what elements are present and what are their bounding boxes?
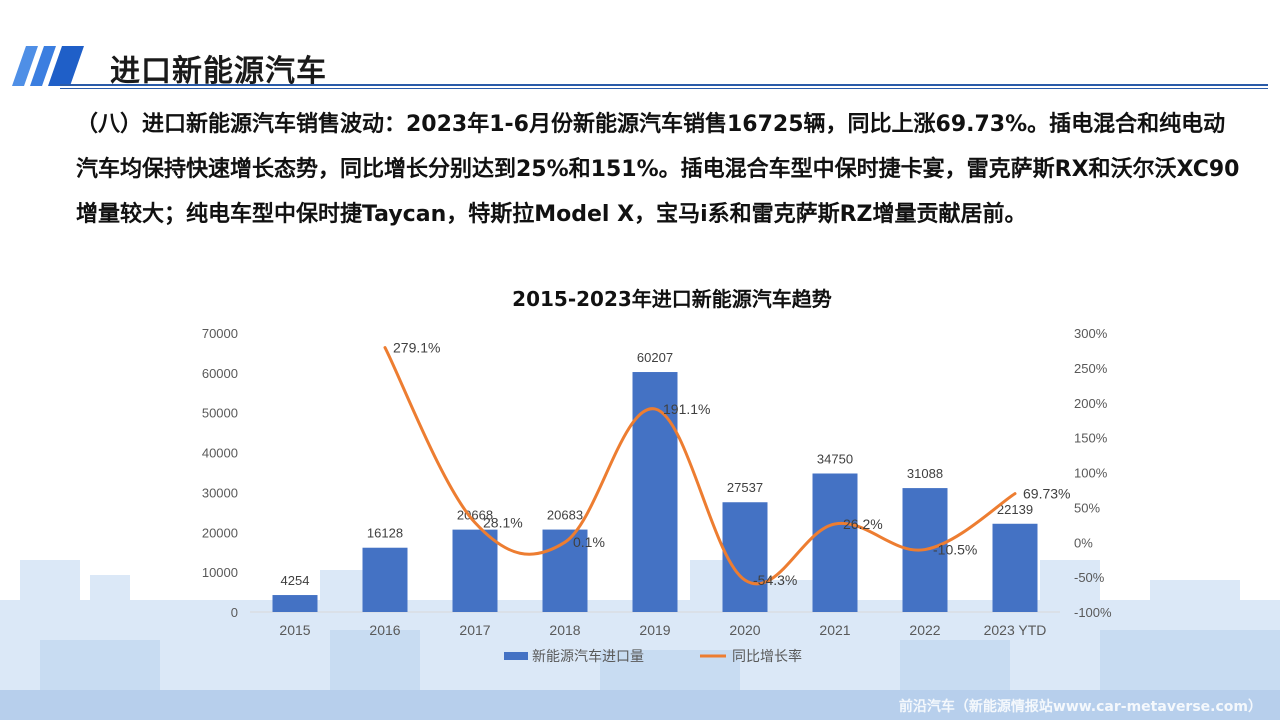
- legend-line-label: 同比增长率: [732, 648, 802, 664]
- bar-data-label: 20683: [547, 508, 583, 523]
- x-axis-ticks: 2015 2016 2017 2018 2019 2020 2021 2022 2023 YTD: [279, 622, 1046, 638]
- title-divider-thin: [60, 88, 1268, 89]
- line-data-label: 28.1%: [483, 515, 523, 531]
- legend-bar-label: 新能源汽车进口量: [532, 648, 644, 664]
- line-data-label: 191.1%: [663, 401, 710, 417]
- page-title: 进口新能源汽车: [110, 54, 327, 89]
- x-axis-tick-label: 2016: [369, 622, 400, 638]
- bar-data-label: 31088: [907, 466, 943, 481]
- line-data-label: -54.3%: [753, 572, 797, 588]
- x-axis-tick-label: 2017: [459, 622, 490, 638]
- bar: [992, 523, 1038, 612]
- bar: [362, 547, 408, 612]
- right-axis-tick-label: 50%: [1074, 500, 1100, 515]
- left-axis-tick-label: 70000: [202, 326, 238, 341]
- title-divider: [60, 84, 1268, 86]
- chart-legend: 新能源汽车进口量 同比增长率: [504, 648, 802, 664]
- right-axis-tick-label: -50%: [1074, 570, 1105, 585]
- x-axis-tick-label: 2023 YTD: [984, 622, 1047, 638]
- line-labels: 279.1% 28.1% 0.1% 191.1% -54.3% 26.2% -10.5% 69…: [393, 340, 1070, 589]
- right-axis-tick-label: 250%: [1074, 361, 1108, 376]
- line-data-label: -10.5%: [933, 542, 977, 558]
- slide-header: 进口新能源汽车: [0, 36, 1280, 96]
- line-data-label: 279.1%: [393, 340, 440, 356]
- bar-data-label: 22139: [997, 502, 1033, 517]
- legend-bar-swatch: [504, 652, 528, 660]
- bar-data-label: 60207: [637, 350, 673, 365]
- x-axis-tick-label: 2018: [549, 622, 580, 638]
- growth-rate-line: [383, 346, 1017, 586]
- left-axis-tick-label: 0: [231, 605, 238, 620]
- left-axis-tick-label: 20000: [202, 525, 238, 540]
- right-axis-tick-label: -100%: [1074, 605, 1112, 620]
- bar-series: [272, 372, 1038, 612]
- left-axis-tick-label: 60000: [202, 366, 238, 381]
- bar: [272, 595, 318, 612]
- watermark: 前沿汽车（新能源情报站www.car-metaverse.com）: [898, 699, 1262, 715]
- slash-stripes-icon: [12, 46, 84, 86]
- left-axis-tick-label: 10000: [202, 565, 238, 580]
- line-series: [383, 346, 1017, 586]
- chart-title: 2015-2023年进口新能源汽车趋势: [512, 287, 832, 311]
- x-axis-tick-label: 2015: [279, 622, 310, 638]
- left-axis-tick-label: 30000: [202, 485, 238, 500]
- bar: [632, 372, 678, 612]
- line-data-label: 69.73%: [1023, 486, 1070, 502]
- bar-data-label: 4254: [281, 573, 310, 588]
- bar-data-label: 34750: [817, 451, 853, 466]
- bar: [452, 529, 498, 612]
- x-axis-tick-label: 2019: [639, 622, 670, 638]
- summary-paragraph: （八）进口新能源汽车销售波动：2023年1-6月份新能源汽车销售16725辆，同…: [76, 112, 1240, 227]
- right-axis-tick-label: 0%: [1074, 535, 1093, 550]
- right-axis-tick-label: 200%: [1074, 396, 1108, 411]
- right-axis-tick-label: 150%: [1074, 431, 1108, 446]
- left-axis: 0 10000 20000 30000 40000 50000 60000 70000: [202, 326, 238, 620]
- x-axis-tick-label: 2020: [729, 622, 760, 638]
- right-axis-tick-label: 100%: [1074, 466, 1108, 481]
- line-data-label: 26.2%: [843, 516, 883, 532]
- import-trend-chart: 2015-2023年进口新能源汽车趋势 0 10000 20000 30000 4000…: [202, 287, 1112, 664]
- right-axis: -100% -50% 0% 50% 100% 150% 200% 250% 300%: [1074, 326, 1112, 620]
- bar-data-label: 16128: [367, 526, 403, 541]
- left-axis-tick-label: 50000: [202, 406, 238, 421]
- line-data-label: 0.1%: [573, 534, 605, 550]
- bar: [812, 473, 858, 612]
- x-axis-tick-label: 2022: [909, 622, 940, 638]
- bar: [722, 502, 768, 612]
- x-axis-tick-label: 2021: [819, 622, 850, 638]
- right-axis-tick-label: 300%: [1074, 326, 1108, 341]
- bar-data-label: 27537: [727, 480, 763, 495]
- left-axis-tick-label: 40000: [202, 446, 238, 461]
